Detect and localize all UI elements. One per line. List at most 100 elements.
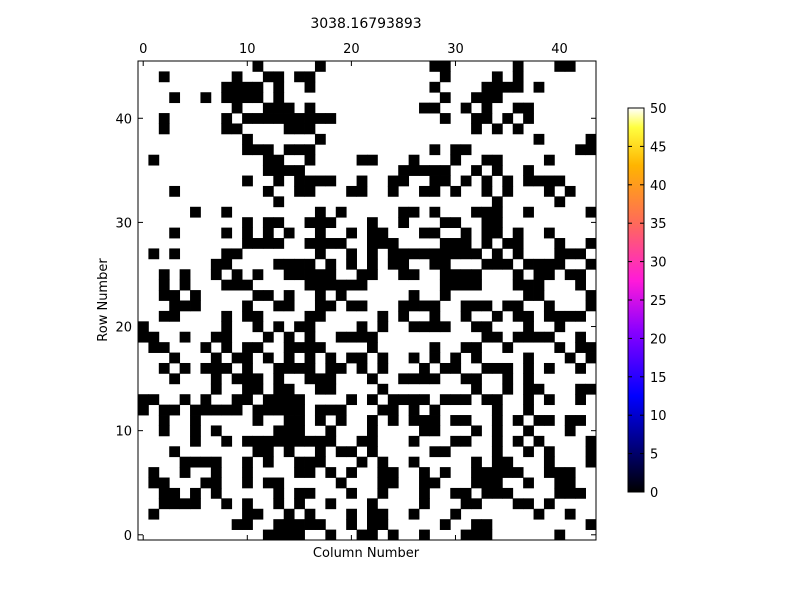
heatmap-cell (471, 467, 482, 478)
heatmap-cell (564, 467, 576, 478)
heatmap-cell (585, 206, 597, 218)
heatmap-cell (304, 238, 316, 249)
heatmap-cell (283, 102, 295, 114)
heatmap-cell (273, 487, 285, 499)
heatmap-cell (471, 425, 482, 437)
heatmap-cell (148, 342, 160, 353)
heatmap-cell (294, 165, 305, 176)
heatmap-cell (543, 175, 555, 187)
heatmap-cell (450, 487, 462, 499)
heatmap-cell (564, 425, 576, 437)
heatmap-cell (439, 71, 451, 83)
heatmap-cell (346, 487, 357, 499)
heatmap-cell (335, 404, 347, 416)
heatmap-cell (148, 154, 160, 166)
heatmap-cell (314, 133, 326, 145)
heatmap-cell (585, 258, 597, 270)
heatmap-cell (439, 92, 451, 104)
heatmap-cell (314, 248, 326, 260)
heatmap-cell (314, 300, 326, 312)
heatmap-cell (491, 456, 503, 468)
heatmap-cell (419, 321, 430, 333)
heatmap-cell (502, 373, 514, 385)
heatmap-cell (252, 144, 264, 156)
heatmap-cell (273, 373, 285, 385)
colorbar-tick-label: 5 (650, 448, 658, 463)
heatmap-cell (242, 238, 253, 249)
heatmap-cell (585, 300, 597, 312)
heatmap-cell (554, 175, 566, 187)
heatmap-cell (294, 362, 305, 374)
heatmap-cell (304, 342, 316, 353)
heatmap-cell (231, 279, 243, 291)
heatmap-cell (325, 498, 337, 510)
heatmap-cell (439, 165, 451, 176)
heatmap-cell (158, 71, 170, 83)
heatmap-cell (481, 487, 493, 499)
x-tick-label: 10 (239, 42, 256, 57)
heatmap-cell (148, 467, 160, 478)
heatmap-cell (408, 394, 420, 406)
heatmap-cell (231, 373, 243, 385)
heatmap-cell (554, 467, 566, 478)
heatmap-cell (273, 321, 285, 333)
heatmap-cell (481, 362, 493, 374)
heatmap-cell (491, 217, 503, 229)
heatmap-cell (502, 185, 514, 197)
colorbar-tick-label: 10 (650, 409, 667, 424)
heatmap-cell (460, 487, 472, 499)
heatmap-cell (221, 81, 233, 93)
heatmap-cell (262, 71, 274, 83)
heatmap-cell (294, 467, 305, 478)
heatmap-cell (429, 477, 441, 489)
heatmap-cell (294, 519, 305, 530)
heatmap-cell (314, 227, 326, 239)
colorbar-tick-label: 40 (650, 179, 667, 194)
heatmap-cell (304, 519, 316, 530)
heatmap-cell (387, 258, 399, 270)
heatmap-cell (325, 113, 337, 124)
heatmap-cell (273, 102, 285, 114)
heatmap-cell (512, 238, 524, 249)
heatmap-cell (346, 352, 357, 364)
heatmap-cell (252, 81, 264, 93)
heatmap-cell (294, 185, 305, 197)
heatmap-cell (502, 456, 514, 468)
x-tick-label: 0 (139, 42, 147, 57)
heatmap-cell (429, 102, 441, 114)
heatmap-cell (242, 362, 253, 374)
heatmap-cell (387, 404, 399, 416)
heatmap-cell (252, 321, 264, 333)
heatmap-cell (200, 92, 212, 104)
heatmap-cell (471, 300, 482, 312)
heatmap-cell (439, 362, 451, 374)
heatmap-cell (471, 352, 482, 364)
heatmap-cell (523, 362, 534, 374)
heatmap-cell (471, 383, 482, 395)
heatmap-cell (523, 206, 534, 218)
heatmap-cell (564, 310, 576, 322)
heatmap-cell (273, 435, 285, 447)
heatmap-cell (304, 352, 316, 364)
heatmap-cell (502, 342, 514, 353)
heatmap-cell (221, 92, 233, 104)
heatmap-cell (231, 519, 243, 530)
heatmap-cell (512, 331, 524, 343)
heatmap-cell (262, 165, 274, 176)
heatmap-cell (231, 404, 243, 416)
heatmap-cell (356, 331, 368, 343)
heatmap-cell (533, 258, 545, 270)
heatmap-cell (377, 487, 389, 499)
heatmap-cell (262, 404, 274, 416)
heatmap-cell (481, 300, 493, 312)
heatmap-cell (283, 508, 295, 520)
heatmap-cell (294, 415, 305, 426)
heatmap-cell (335, 206, 347, 218)
heatmap-cell (387, 467, 399, 478)
heatmap-cell (471, 477, 482, 489)
heatmap-cell (314, 435, 326, 447)
heatmap-cell (460, 394, 472, 406)
heatmap-cell (262, 113, 274, 124)
heatmap-cell (335, 362, 347, 374)
heatmap-cell (471, 456, 482, 468)
